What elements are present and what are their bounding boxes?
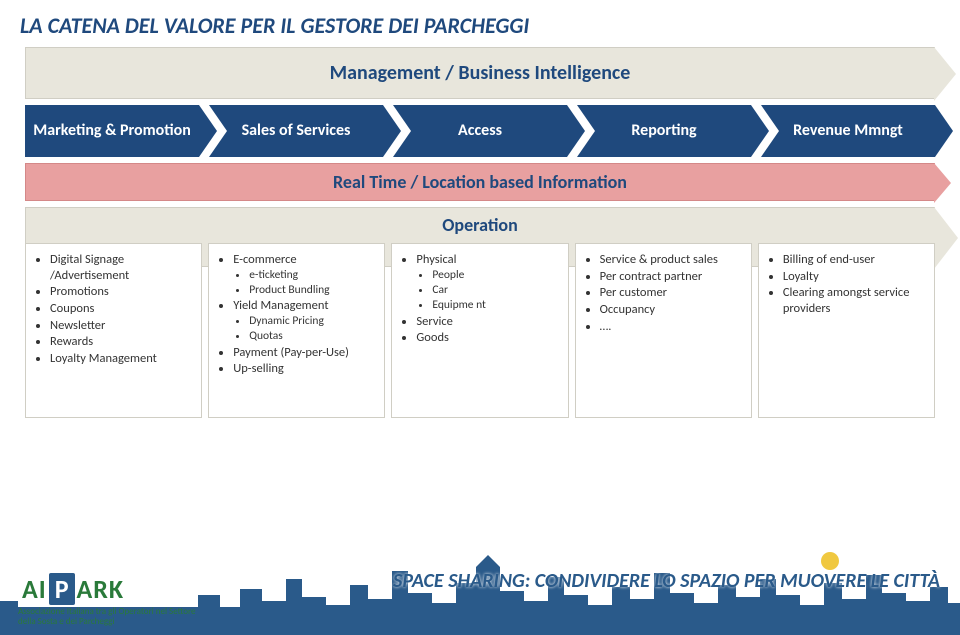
list-item: Billing of end-user <box>783 252 928 268</box>
chevron-row: Marketing & Promotion Sales of Services … <box>25 105 935 157</box>
operation-label: Operation <box>442 214 518 236</box>
list-subitem: Dynamic Pricing <box>249 314 378 328</box>
list-subitem: Car <box>432 283 561 297</box>
list-subitem: People <box>432 268 561 282</box>
logo-ai: AI <box>22 573 47 605</box>
chevron-sales: Sales of Services <box>209 105 383 157</box>
list-subitem: Product Bundling <box>249 283 378 297</box>
top-banner-text: Management / Business Intelligence <box>330 61 631 85</box>
chevron-label: Sales of Services <box>242 122 351 140</box>
list-item: Coupons <box>50 301 195 317</box>
list-item: Rewards <box>50 334 195 350</box>
col-reporting: Service & product salesPer contract part… <box>575 243 752 418</box>
col-revenue: Billing of end-userLoyaltyClearing among… <box>758 243 935 418</box>
columns-row: Digital Signage /AdvertisementPromotions… <box>25 243 935 418</box>
col-access: PhysicalPeopleCarEquipme ntServiceGoods <box>391 243 568 418</box>
chevron-marketing: Marketing & Promotion <box>25 105 199 157</box>
list-item: Up-selling <box>233 361 378 377</box>
pink-banner-text: Real Time / Location based Information <box>333 171 627 193</box>
list-item: Loyalty <box>783 269 928 285</box>
chevron-label: Access <box>458 122 502 140</box>
list-item: Per customer <box>600 285 745 301</box>
logo-ark: ARK <box>77 573 125 605</box>
logo: AI P ARK Associazione Italiana tra gli O… <box>18 571 198 627</box>
chevron-label: Revenue Mmngt <box>793 122 903 140</box>
list-item: Yield ManagementDynamic PricingQuotas <box>233 298 378 343</box>
list-item: Goods <box>416 330 561 346</box>
chevron-reporting: Reporting <box>577 105 751 157</box>
list-subitem: e-ticketing <box>249 268 378 282</box>
logo-mark: AI P ARK <box>18 571 198 607</box>
list-subitem: Quotas <box>249 329 378 343</box>
chevron-access: Access <box>393 105 567 157</box>
list-item: PhysicalPeopleCarEquipme nt <box>416 252 561 313</box>
list-item: Promotions <box>50 284 195 300</box>
diagram-container: Management / Business Intelligence Marke… <box>0 47 960 418</box>
footer-tagline: SPACE SHARING: CONDIVIDERE LO SPAZIO PER… <box>393 569 940 593</box>
list-item: Payment (Pay-per-Use) <box>233 345 378 361</box>
logo-p: P <box>49 573 75 605</box>
list-item: …. <box>600 319 745 335</box>
list-item: Newsletter <box>50 318 195 334</box>
list-item: Per contract partner <box>600 269 745 285</box>
list-item: E-commercee-ticketingProduct Bundling <box>233 252 378 297</box>
list-item: Digital Signage /Advertisement <box>50 252 195 283</box>
chevron-label: Reporting <box>631 122 696 140</box>
slide-title: LA CATENA DEL VALORE PER IL GESTORE DEI … <box>0 0 960 47</box>
pink-banner: Real Time / Location based Information <box>25 163 935 201</box>
list-item: Clearing amongst service providers <box>783 285 928 316</box>
list-item: Service & product sales <box>600 252 745 268</box>
list-item: Occupancy <box>600 302 745 318</box>
chevron-label: Marketing & Promotion <box>33 122 191 140</box>
footer: SPACE SHARING: CONDIVIDERE LO SPAZIO PER… <box>0 505 960 635</box>
list-subitem: Equipme nt <box>432 298 561 312</box>
logo-subtitle: Associazione Italiana tra gli Operatori … <box>18 607 198 627</box>
chevron-revenue: Revenue Mmngt <box>761 105 935 157</box>
col-marketing: Digital Signage /AdvertisementPromotions… <box>25 243 202 418</box>
list-item: Service <box>416 314 561 330</box>
list-item: Loyalty Management <box>50 351 195 367</box>
col-sales: E-commercee-ticketingProduct BundlingYie… <box>208 243 385 418</box>
top-banner: Management / Business Intelligence <box>25 47 935 99</box>
